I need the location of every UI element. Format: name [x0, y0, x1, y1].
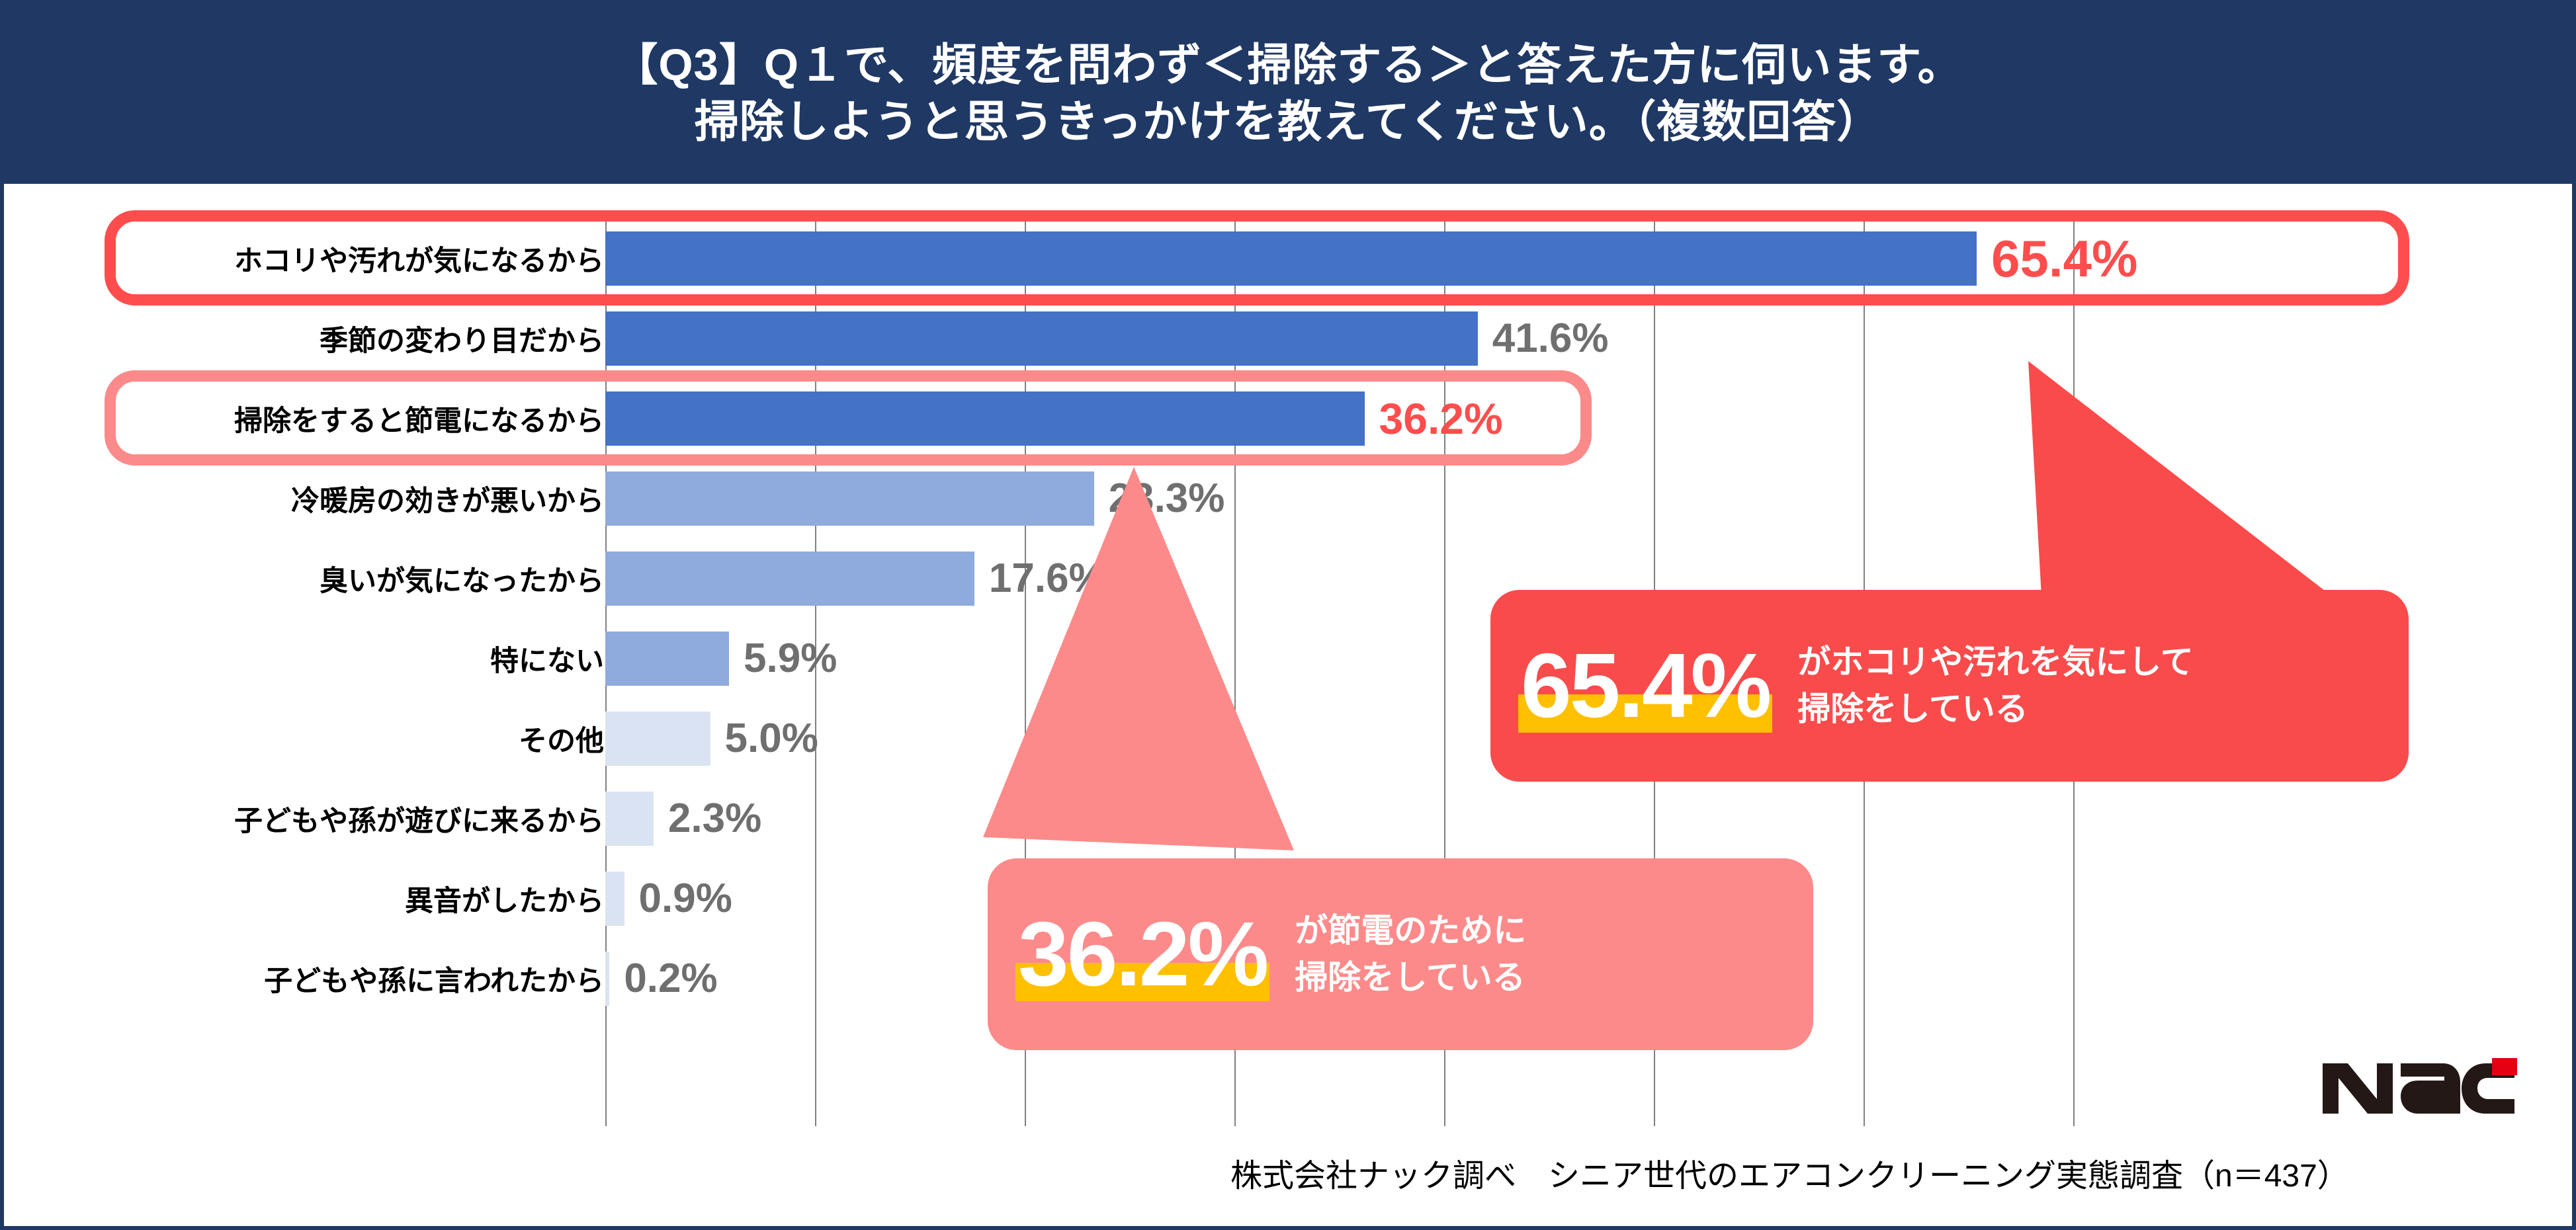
gridline-40	[1444, 210, 1445, 1126]
bar-and-value: 0.9%	[605, 860, 732, 938]
bar-value-label: 0.9%	[638, 876, 732, 921]
bar-and-value: 17.6%	[605, 540, 1105, 618]
bar-category-label: その他	[519, 725, 604, 757]
bar-value-label: 5.9%	[744, 636, 837, 681]
callout-36-text: が節電のために 掃除をしている	[1295, 907, 1526, 1001]
bar-category-label: 掃除をすると節電になるから	[234, 405, 604, 437]
callout-36-text-line-1: が節電のために	[1295, 912, 1527, 949]
bar-category-label: ホコリや汚れが気になるから	[234, 245, 604, 277]
bar-category-label: 子どもや孫が遊びに来るから	[234, 805, 604, 837]
bar-category-label: 季節の変わり目だから	[320, 325, 604, 357]
callout-36-highlight	[1015, 963, 1270, 1001]
bar	[605, 792, 654, 846]
bar	[605, 231, 1977, 286]
gridline-10	[815, 210, 816, 1126]
callout-65-value-wrap: 65.4%	[1518, 640, 1773, 733]
table-row: 臭いが気になったから 17.6%	[4, 540, 2572, 618]
nac-logo	[2323, 1058, 2517, 1114]
bar-category-label: 特にない	[490, 645, 604, 677]
bar	[605, 952, 610, 1006]
bar	[605, 712, 710, 766]
callout-pointer-36	[983, 467, 1294, 850]
bar-value-label: 2.3%	[667, 796, 762, 841]
table-row: ホコリや汚れが気になるから 65.4%	[4, 220, 2572, 298]
title-line-1: 【Q3】Q１で、頻度を問わず＜掃除する＞と答えた方に伺います。	[613, 40, 1963, 91]
survey-source-note: 株式会社ナック調べ シニア世代のエアコンクリーニング実態調査（n＝437）	[1230, 1159, 2349, 1194]
table-row: 特にない 5.9%	[4, 620, 2572, 698]
bar-category-label: 冷暖房の効きが悪いから	[291, 485, 604, 517]
table-row: 子どもや孫に言われたから 0.2%	[4, 940, 2572, 1018]
bar-value-label: 65.4%	[1991, 229, 2138, 288]
callout-65-text-line-1: がホコリや汚れを気にして	[1797, 643, 2194, 680]
table-row: 掃除をすると節電になるから 36.2%	[4, 380, 2572, 458]
bar-category-label: 子どもや孫に言われたから	[264, 965, 604, 997]
callout-65-text-line-2: 掃除をしている	[1797, 690, 2028, 727]
bar-and-value: 5.9%	[605, 620, 837, 698]
gridline-30	[1234, 210, 1236, 1126]
bar	[605, 391, 1365, 446]
callout-65-text: がホコリや汚れを気にして 掃除をしている	[1797, 639, 2194, 733]
bar-and-value: 5.0%	[605, 700, 818, 778]
bar-value-label: 0.2%	[624, 956, 718, 1001]
bar	[605, 632, 730, 686]
callout-36-value-wrap: 36.2%	[1015, 909, 1270, 1001]
bar-value-label: 5.0%	[724, 716, 818, 761]
callout-65-box: 65.4% がホコリや汚れを気にして 掃除をしている	[1490, 590, 2409, 782]
callout-36-text-line-2: 掃除をしている	[1295, 959, 1525, 996]
bar-value-label: 41.6%	[1492, 315, 1609, 361]
gridline-20	[1025, 210, 1026, 1126]
bar-category-label: 臭いが気になったから	[320, 565, 604, 597]
callout-65-value: 65.4%	[1521, 635, 1772, 737]
bar-and-value: 65.4%	[605, 220, 2137, 298]
bar	[605, 552, 974, 606]
chart-plot-area: ホコリや汚れが気になるから 65.4% 季節の変わり目だから 41.6% 掃除をすると節…	[4, 190, 2572, 1226]
callout-65-highlight	[1518, 694, 1773, 733]
bar-and-value: 41.6%	[605, 300, 1609, 378]
title-banner: 【Q3】Q１で、頻度を問わず＜掃除する＞と答えた方に伺います。 掃除しようと思う…	[4, 4, 2572, 184]
table-row: 異音がしたから 0.9%	[4, 860, 2572, 938]
bar-and-value: 2.3%	[605, 780, 761, 858]
bar	[605, 472, 1094, 526]
callout-pointer-65	[2028, 361, 2363, 620]
callout-36-box: 36.2% が節電のために 掃除をしている	[988, 858, 1813, 1050]
table-row: 子どもや孫が遊びに来るから 2.3%	[4, 780, 2572, 858]
table-row: 季節の変わり目だから 41.6%	[4, 300, 2572, 378]
bar-and-value: 0.2%	[605, 940, 718, 1018]
title-line-2: 掃除しようと思うきっかけを教えてください。（複数回答）	[694, 97, 1882, 147]
chart-bar-rows: ホコリや汚れが気になるから 65.4% 季節の変わり目だから 41.6% 掃除をすると節…	[4, 190, 2572, 1226]
callout-36-value: 36.2%	[1018, 903, 1269, 1005]
bar-and-value: 36.2%	[605, 380, 1503, 458]
bar-value-label: 36.2%	[1379, 394, 1503, 443]
bar	[605, 311, 1478, 366]
bar-category-label: 異音がしたから	[405, 885, 604, 917]
table-row: その他 5.0%	[4, 700, 2572, 778]
bar	[605, 872, 624, 926]
